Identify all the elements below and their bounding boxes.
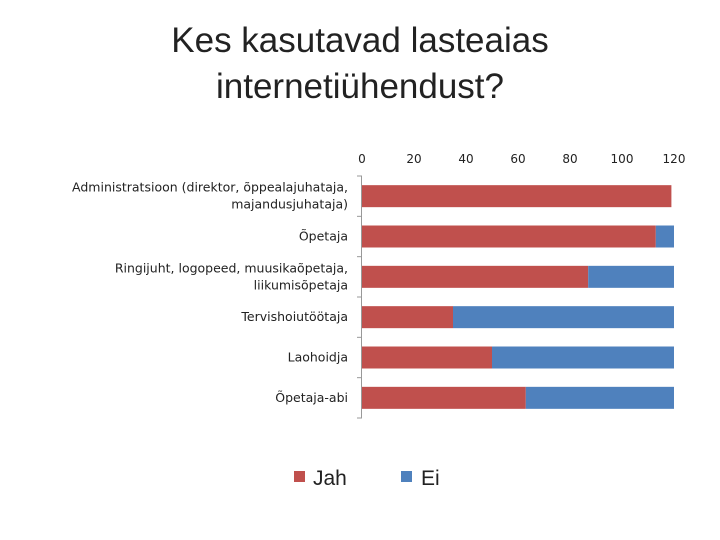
- category-label: Õpetaja: [299, 229, 348, 244]
- x-tick-label: 80: [562, 152, 577, 166]
- bar-jah: [362, 265, 589, 288]
- category-label: Õpetaja-abi: [275, 390, 348, 405]
- x-tick-label: 60: [510, 152, 525, 166]
- bar-ei: [588, 265, 674, 288]
- bar-jah: [362, 185, 672, 208]
- category-label: Ringijuht, logopeed, muusikaõpetaja,: [115, 260, 348, 275]
- chart-title: Kes kasutavad lasteaias internetiühendus…: [0, 18, 720, 110]
- bar-ei: [492, 346, 674, 369]
- bar-jah: [362, 225, 656, 248]
- category-label: majandusjuhataja): [231, 197, 348, 212]
- x-tick-label: 100: [611, 152, 634, 166]
- legend-label-jah: Jah: [313, 467, 347, 490]
- bar-jah: [362, 386, 526, 409]
- bar-ei: [453, 306, 674, 329]
- legend-swatch-ei: [401, 471, 412, 482]
- x-tick-label: 0: [358, 152, 366, 166]
- title-line-2: internetiühendust?: [216, 67, 504, 106]
- category-label: Laohoidja: [288, 350, 348, 365]
- x-tick-label: 40: [458, 152, 473, 166]
- legend-swatch-jah: [294, 471, 305, 482]
- category-label: liikumisõpetaja: [254, 277, 348, 292]
- bar-ei: [525, 386, 674, 409]
- category-label: Administratsioon (direktor, õppealajuhat…: [72, 180, 348, 195]
- x-tick-label: 120: [663, 152, 686, 166]
- title-line-1: Kes kasutavad lasteaias: [171, 21, 549, 60]
- bar-ei: [655, 225, 674, 248]
- category-label: Tervishoiutöötaja: [240, 309, 348, 324]
- x-tick-label: 20: [406, 152, 421, 166]
- bar-jah: [362, 346, 492, 369]
- legend-label-ei: Ei: [421, 467, 440, 490]
- bar-jah: [362, 306, 453, 329]
